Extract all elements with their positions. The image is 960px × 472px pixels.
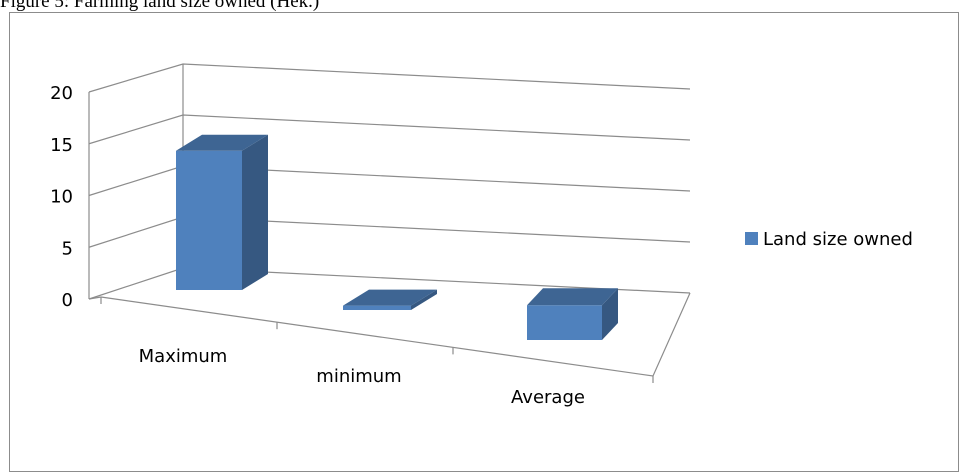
y-tick-label: 10 xyxy=(50,187,73,208)
bar-top xyxy=(343,289,437,306)
figure-caption: Figure 5: Farming land size owned (Hek.) xyxy=(0,0,320,12)
bar-maximum xyxy=(176,134,268,290)
bar-side xyxy=(242,134,268,290)
category-labels: Maximum minimum Average xyxy=(139,346,585,408)
chart-floor xyxy=(88,292,691,383)
y-tick-label: 15 xyxy=(50,135,73,156)
bar-chart-3d: 0 5 10 15 20 Maximum minimum Average Land size… xyxy=(50,63,913,408)
bars xyxy=(176,134,618,340)
floor-corner xyxy=(88,296,102,300)
gridline xyxy=(88,63,691,93)
bar-front xyxy=(343,305,411,310)
y-axis-ticks: 0 5 10 15 20 xyxy=(50,83,73,311)
category-label: minimum xyxy=(316,366,401,387)
legend-label: Land size owned xyxy=(763,229,913,250)
bar-top xyxy=(176,134,268,151)
bar-side xyxy=(411,289,437,310)
bar-side xyxy=(602,288,618,340)
gridline xyxy=(88,114,691,145)
bar-average xyxy=(527,288,618,340)
bar-top xyxy=(527,288,618,306)
category-label: Maximum xyxy=(139,346,228,367)
bar-front xyxy=(527,305,602,340)
y-tick-label: 20 xyxy=(50,83,73,104)
legend-swatch xyxy=(745,232,758,245)
category-label: Average xyxy=(511,387,585,408)
bar-front xyxy=(176,150,242,290)
y-tick-label: 0 xyxy=(62,290,73,311)
bar-minimum xyxy=(343,289,437,310)
legend: Land size owned xyxy=(745,229,913,250)
y-tick-label: 5 xyxy=(62,238,73,259)
